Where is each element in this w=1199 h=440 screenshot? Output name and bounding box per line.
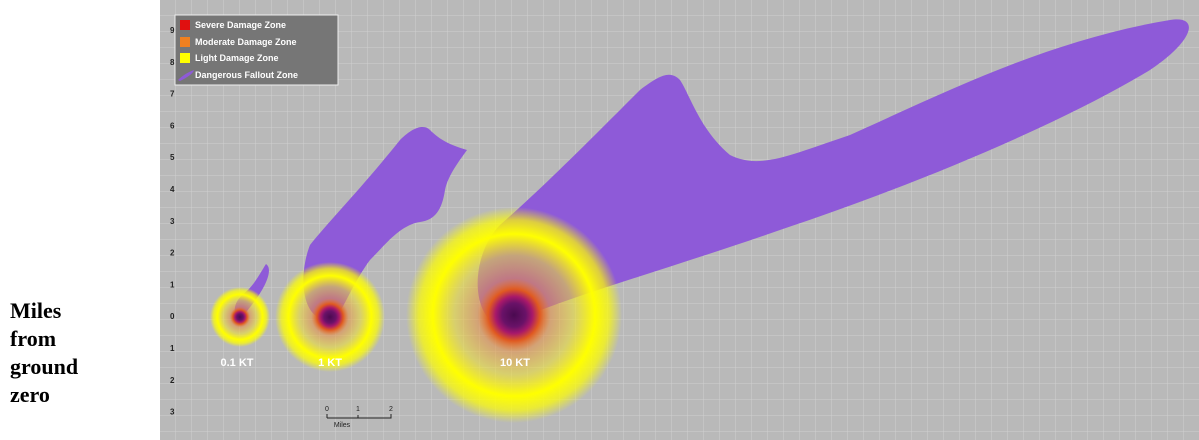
axis-label: 9 [170,26,175,35]
yield-label: 0.1 KT [220,357,253,369]
scale-tick: 1 [356,406,360,413]
blast-large [406,207,622,423]
legend-label: Light Damage Zone [195,53,279,63]
legend-swatch [180,20,190,30]
yield-labels: 0.1 KT 1 KT 10 KT [220,357,530,369]
blast-small [210,287,270,347]
axis-label: 0 [170,312,175,321]
axis-label: 4 [170,185,175,194]
yield-label: 1 KT [318,357,342,369]
legend-swatch [180,37,190,47]
axis-label: 5 [170,153,175,162]
legend-label: Dangerous Fallout Zone [195,70,298,80]
legend-swatch [178,70,194,81]
axis-label: 2 [170,249,175,258]
scale-tick: 2 [389,406,393,413]
yield-label: 10 KT [500,357,530,369]
scale-unit: Miles [334,422,351,429]
axis: 9 8 7 6 5 4 3 2 1 0 1 2 3 [170,26,175,417]
legend-label: Severe Damage Zone [195,20,286,30]
axis-label: 6 [170,121,175,130]
axis-label: 1 [170,344,175,353]
caption: Miles from ground zero [10,298,79,407]
legend-box [174,14,339,86]
axis-label: 1 [170,280,175,289]
plume-large [477,19,1189,321]
axis-label: 7 [170,90,175,99]
legend-label: Moderate Damage Zone [195,37,297,47]
map: 9 8 7 6 5 4 3 2 1 0 1 2 3 0.1 KT 1 KT 10 KT 0 1 2 Mi… [160,0,1199,440]
legend: Severe Damage Zone Moderate Damage Zone … [174,14,339,86]
scale-bar: 0 1 2 Miles [325,406,393,429]
scale-tick: 0 [325,406,329,413]
blast-medium [275,262,385,372]
legend-swatch [180,53,190,63]
axis-label: 8 [170,58,175,67]
axis-label: 2 [170,376,175,385]
axis-label: 3 [170,217,175,226]
axis-label: 3 [170,408,175,417]
